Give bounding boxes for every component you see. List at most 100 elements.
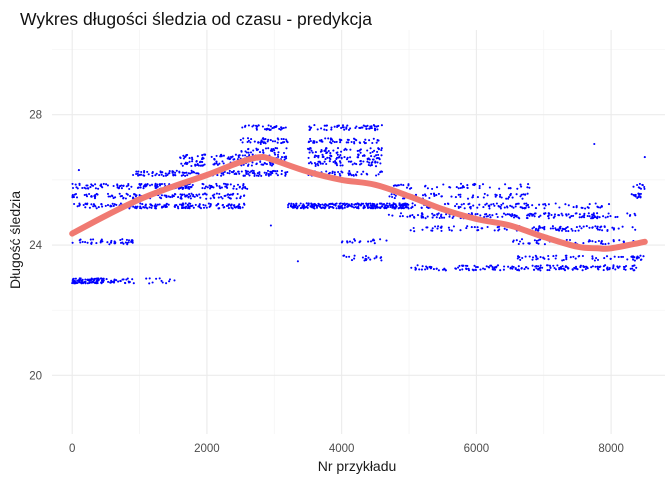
data-point	[181, 186, 184, 189]
data-point	[517, 265, 520, 268]
data-point	[567, 204, 570, 207]
data-point	[504, 213, 507, 216]
data-point	[204, 185, 208, 188]
data-point	[604, 243, 607, 246]
data-point	[391, 204, 394, 207]
data-point	[638, 192, 641, 195]
data-point	[564, 203, 567, 206]
data-point	[246, 187, 249, 190]
data-point	[466, 186, 469, 190]
data-point	[461, 185, 465, 188]
data-point	[194, 203, 197, 206]
data-point	[167, 172, 170, 175]
data-point	[360, 126, 363, 129]
data-point	[208, 187, 212, 190]
data-point	[128, 187, 131, 191]
data-point	[457, 193, 460, 196]
data-point	[300, 206, 303, 209]
data-point	[307, 203, 310, 207]
data-point	[102, 277, 105, 280]
data-point	[565, 256, 568, 259]
data-point	[366, 204, 369, 207]
data-point	[539, 238, 542, 241]
data-point	[416, 214, 420, 217]
data-point	[237, 170, 240, 173]
data-point	[206, 186, 209, 189]
data-point	[618, 239, 621, 242]
data-point	[251, 161, 254, 164]
data-point	[136, 172, 139, 175]
data-point	[512, 206, 515, 209]
data-point	[299, 202, 302, 205]
data-point	[94, 282, 97, 285]
data-point	[185, 205, 188, 208]
data-point	[264, 138, 267, 141]
data-point	[488, 205, 491, 208]
y-tick-label: 28	[29, 110, 42, 122]
data-point	[100, 203, 103, 206]
data-point	[503, 227, 506, 230]
data-point	[512, 240, 515, 243]
data-point	[531, 214, 534, 217]
data-point	[552, 216, 555, 219]
data-point	[624, 268, 627, 271]
data-point	[333, 141, 336, 144]
data-point	[241, 141, 244, 144]
data-point	[79, 238, 82, 241]
data-point	[167, 195, 170, 198]
data-point	[507, 265, 510, 268]
data-point	[138, 194, 141, 197]
data-point	[197, 164, 200, 167]
data-point	[233, 204, 236, 207]
data-point	[424, 184, 427, 187]
data-point	[109, 241, 113, 244]
data-point	[637, 186, 640, 189]
data-point	[519, 195, 522, 198]
data-point	[259, 142, 262, 146]
data-point	[202, 203, 205, 206]
data-point	[205, 206, 208, 209]
data-point	[345, 255, 348, 258]
data-point	[151, 174, 154, 177]
data-point	[145, 206, 148, 209]
data-point	[196, 155, 199, 158]
data-point	[476, 226, 479, 229]
data-point	[75, 281, 78, 284]
data-point	[190, 186, 193, 189]
data-point	[92, 238, 95, 241]
data-point	[575, 226, 578, 229]
data-point	[71, 186, 75, 190]
data-point	[163, 194, 166, 197]
data-point	[235, 187, 238, 191]
data-point	[355, 174, 358, 177]
data-point	[114, 196, 117, 199]
data-point	[343, 128, 346, 131]
data-point	[100, 279, 104, 282]
data-point	[390, 193, 393, 196]
data-point	[76, 279, 79, 283]
data-point	[219, 187, 222, 190]
data-point	[121, 238, 124, 241]
data-point	[215, 192, 218, 195]
data-point	[374, 160, 377, 163]
data-point	[448, 215, 451, 218]
data-point	[634, 195, 637, 198]
data-point	[195, 160, 198, 163]
data-point	[459, 182, 463, 185]
data-point	[159, 171, 162, 174]
data-point	[116, 186, 119, 189]
data-point	[333, 125, 336, 128]
data-point	[535, 241, 538, 244]
data-point	[106, 184, 109, 187]
data-point	[323, 124, 326, 127]
data-point	[358, 149, 361, 152]
data-point	[454, 205, 457, 208]
data-point	[531, 227, 534, 230]
data-point	[373, 149, 376, 152]
data-point	[410, 266, 413, 269]
data-point	[330, 142, 333, 145]
data-point	[349, 156, 352, 159]
data-point	[555, 254, 558, 257]
data-point	[436, 227, 439, 230]
data-point	[498, 195, 502, 198]
